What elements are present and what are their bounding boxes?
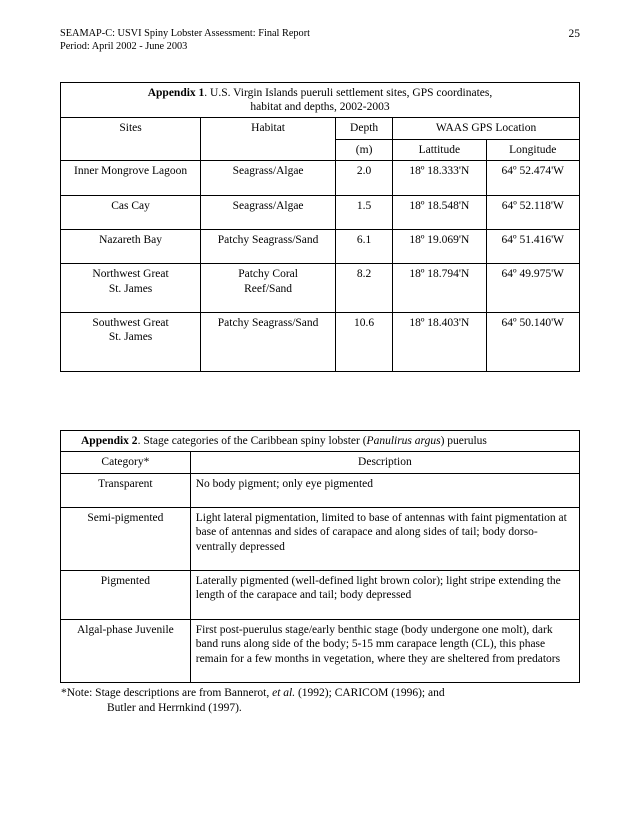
appendix2-head-category: Category* bbox=[61, 452, 191, 473]
appendix2-title-cell: Appendix 2. Stage categories of the Cari… bbox=[61, 430, 580, 451]
a1-habitat: Seagrass/Algae bbox=[201, 195, 336, 229]
appendix1-title-row: Appendix 1. U.S. Virgin Islands pueruli … bbox=[61, 82, 580, 118]
appendix2-title-rest-b: ) puerulus bbox=[441, 435, 487, 447]
appendix2-header-row: Category* Description bbox=[61, 452, 580, 473]
a1-depth: 6.1 bbox=[336, 229, 393, 263]
appendix1-head-gps: WAAS GPS Location bbox=[393, 118, 580, 139]
appendix1-head-depth: Depth bbox=[336, 118, 393, 139]
a1-site: Nazareth Bay bbox=[61, 229, 201, 263]
header-title-line1: SEAMAP-C: USVI Spiny Lobster Assessment:… bbox=[60, 28, 310, 39]
a1-depth: 8.2 bbox=[336, 264, 393, 313]
appendix1-head-depth-unit: (m) bbox=[336, 139, 393, 160]
a1-lon: 64º 49.975'W bbox=[486, 264, 579, 313]
a2-description: Light lateral pigmentation, limited to b… bbox=[190, 507, 579, 570]
a1-habitat: Seagrass/Algae bbox=[201, 161, 336, 195]
a1-lon: 64º 50.140'W bbox=[486, 313, 579, 372]
appendix2-title-row: Appendix 2. Stage categories of the Cari… bbox=[61, 430, 580, 451]
running-header: SEAMAP-C: USVI Spiny Lobster Assessment:… bbox=[60, 28, 580, 54]
table-row: Algal-phase Juvenile First post-puerulus… bbox=[61, 619, 580, 682]
a1-habitat: Patchy Seagrass/Sand bbox=[201, 229, 336, 263]
footnote-line1-a: *Note: Stage descriptions are from Banne… bbox=[61, 687, 272, 699]
appendix2-table: Appendix 2. Stage categories of the Cari… bbox=[60, 430, 580, 683]
page-number: 25 bbox=[569, 28, 581, 40]
a1-site: Inner Mongrove Lagoon bbox=[61, 161, 201, 195]
a1-depth: 10.6 bbox=[336, 313, 393, 372]
a1-lat: 18º 19.069'N bbox=[393, 229, 486, 263]
appendix2-title-rest-a: . Stage categories of the Caribbean spin… bbox=[138, 435, 367, 447]
table-row: Northwest Great St. James Patchy Coral R… bbox=[61, 264, 580, 313]
appendix2-title-ital: Panulirus argus bbox=[367, 435, 441, 447]
appendix2-head-description: Description bbox=[190, 452, 579, 473]
a1-lat: 18º 18.794'N bbox=[393, 264, 486, 313]
a1-lon: 64º 52.474'W bbox=[486, 161, 579, 195]
appendix1-head-lon: Longitude bbox=[486, 139, 579, 160]
table-row: Transparent No body pigment; only eye pi… bbox=[61, 473, 580, 507]
footnote-line2: Butler and Herrnkind (1997). bbox=[61, 701, 580, 716]
table-row: Inner Mongrove Lagoon Seagrass/Algae 2.0… bbox=[61, 161, 580, 195]
appendix2-title-prefix: Appendix 2 bbox=[81, 435, 138, 447]
a2-category: Transparent bbox=[61, 473, 191, 507]
appendix1-title-line2: habitat and depths, 2002-2003 bbox=[250, 101, 389, 113]
appendix1-head-sites: Sites bbox=[61, 118, 201, 161]
a2-category: Pigmented bbox=[61, 571, 191, 620]
a1-lon: 64º 51.416'W bbox=[486, 229, 579, 263]
table-row: Semi-pigmented Light lateral pigmentatio… bbox=[61, 507, 580, 570]
header-left: SEAMAP-C: USVI Spiny Lobster Assessment:… bbox=[60, 28, 310, 54]
a2-category: Semi-pigmented bbox=[61, 507, 191, 570]
a2-category: Algal-phase Juvenile bbox=[61, 619, 191, 682]
a1-habitat: Patchy Seagrass/Sand bbox=[201, 313, 336, 372]
a1-depth: 1.5 bbox=[336, 195, 393, 229]
appendix2-footnote: *Note: Stage descriptions are from Banne… bbox=[60, 686, 580, 716]
header-title-line2: Period: April 2002 - June 2003 bbox=[60, 41, 187, 52]
a1-lat: 18º 18.548'N bbox=[393, 195, 486, 229]
appendix1-title-cell: Appendix 1. U.S. Virgin Islands pueruli … bbox=[61, 82, 580, 118]
footnote-line1-b: (1992); CARICOM (1996); and bbox=[295, 687, 445, 699]
a1-habitat: Patchy Coral Reef/Sand bbox=[201, 264, 336, 313]
a1-site: Southwest Great St. James bbox=[61, 313, 201, 372]
a1-site: Cas Cay bbox=[61, 195, 201, 229]
a1-lat: 18º 18.403'N bbox=[393, 313, 486, 372]
appendix1-table: Appendix 1. U.S. Virgin Islands pueruli … bbox=[60, 82, 580, 372]
footnote-line1-ital: et al. bbox=[272, 687, 295, 699]
a2-description: Laterally pigmented (well-defined light … bbox=[190, 571, 579, 620]
a1-depth: 2.0 bbox=[336, 161, 393, 195]
table-row: Nazareth Bay Patchy Seagrass/Sand 6.1 18… bbox=[61, 229, 580, 263]
a1-lon: 64º 52.118'W bbox=[486, 195, 579, 229]
table-row: Pigmented Laterally pigmented (well-defi… bbox=[61, 571, 580, 620]
appendix1-title-rest: . U.S. Virgin Islands pueruli settlement… bbox=[204, 87, 492, 99]
a2-description: No body pigment; only eye pigmented bbox=[190, 473, 579, 507]
appendix1-head-lat: Lattitude bbox=[393, 139, 486, 160]
appendix1-head-habitat: Habitat bbox=[201, 118, 336, 161]
a1-lat: 18º 18.333'N bbox=[393, 161, 486, 195]
table-row: Southwest Great St. James Patchy Seagras… bbox=[61, 313, 580, 372]
a1-site: Northwest Great St. James bbox=[61, 264, 201, 313]
spacer bbox=[60, 372, 580, 430]
page: SEAMAP-C: USVI Spiny Lobster Assessment:… bbox=[0, 0, 630, 716]
appendix1-title-prefix: Appendix 1 bbox=[148, 87, 205, 99]
table-row: Cas Cay Seagrass/Algae 1.5 18º 18.548'N … bbox=[61, 195, 580, 229]
a2-description: First post-puerulus stage/early benthic … bbox=[190, 619, 579, 682]
appendix1-header-row-1: Sites Habitat Depth WAAS GPS Location bbox=[61, 118, 580, 139]
